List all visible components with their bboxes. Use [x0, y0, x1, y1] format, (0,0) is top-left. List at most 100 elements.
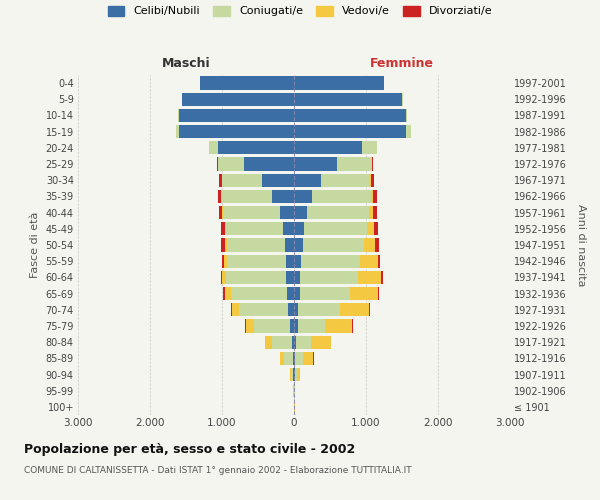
Bar [286, 254, 294, 268]
Bar [244, 158, 294, 170]
Bar [294, 141, 362, 154]
Bar [373, 206, 377, 220]
Bar [362, 141, 377, 154]
Bar [223, 287, 225, 300]
Bar [350, 287, 377, 300]
Bar [179, 125, 294, 138]
Bar [294, 238, 302, 252]
Bar [224, 254, 227, 268]
Bar [217, 158, 218, 170]
Bar [221, 254, 224, 268]
Bar [311, 336, 331, 349]
Bar [287, 287, 294, 300]
Bar [294, 352, 295, 365]
Bar [200, 76, 294, 90]
Bar [294, 368, 295, 381]
Bar [302, 352, 313, 365]
Bar [293, 352, 294, 365]
Bar [325, 320, 352, 332]
Text: Femmine: Femmine [370, 57, 434, 70]
Bar [369, 303, 370, 316]
Bar [272, 336, 292, 349]
Bar [284, 352, 293, 365]
Bar [304, 222, 367, 235]
Bar [296, 336, 311, 349]
Y-axis label: Fasce di età: Fasce di età [30, 212, 40, 278]
Bar [374, 222, 378, 235]
Bar [222, 174, 262, 187]
Text: Popolazione per età, sesso e stato civile - 2002: Popolazione per età, sesso e stato civil… [24, 442, 355, 456]
Bar [302, 238, 364, 252]
Bar [284, 238, 294, 252]
Bar [272, 190, 294, 203]
Text: COMUNE DI CALTANISSETTA - Dati ISTAT 1° gennaio 2002 - Elaborazione TUTTITALIA.I: COMUNE DI CALTANISSETTA - Dati ISTAT 1° … [24, 466, 412, 475]
Bar [381, 270, 383, 284]
Bar [230, 287, 287, 300]
Bar [223, 206, 280, 220]
Bar [227, 254, 286, 268]
Bar [297, 368, 300, 381]
Bar [221, 270, 223, 284]
Bar [178, 109, 179, 122]
Bar [225, 287, 230, 300]
Bar [301, 270, 358, 284]
Bar [220, 174, 221, 187]
Bar [376, 238, 379, 252]
Bar [292, 336, 294, 349]
Bar [364, 238, 376, 252]
Bar [265, 336, 272, 349]
Bar [239, 303, 288, 316]
Bar [369, 206, 373, 220]
Bar [370, 174, 371, 187]
Bar [291, 368, 293, 381]
Bar [219, 206, 223, 220]
Bar [222, 190, 272, 203]
Y-axis label: Anni di nascita: Anni di nascita [577, 204, 586, 286]
Bar [294, 320, 298, 332]
Bar [294, 76, 384, 90]
Bar [312, 190, 371, 203]
Bar [290, 368, 291, 381]
Bar [286, 270, 294, 284]
Bar [377, 287, 379, 300]
Bar [230, 303, 232, 316]
Bar [294, 125, 406, 138]
Bar [367, 222, 374, 235]
Bar [294, 336, 296, 349]
Bar [294, 190, 312, 203]
Bar [373, 190, 377, 203]
Bar [288, 303, 294, 316]
Bar [218, 141, 294, 154]
Bar [225, 222, 226, 235]
Bar [182, 92, 294, 106]
Bar [298, 320, 325, 332]
Bar [406, 109, 407, 122]
Bar [294, 92, 402, 106]
Bar [340, 303, 369, 316]
Bar [295, 352, 302, 365]
Bar [298, 303, 340, 316]
Bar [179, 109, 294, 122]
Bar [176, 125, 179, 138]
Bar [294, 222, 304, 235]
Bar [290, 320, 294, 332]
Bar [221, 222, 225, 235]
Bar [254, 320, 290, 332]
Bar [358, 270, 381, 284]
Bar [301, 254, 360, 268]
Text: Maschi: Maschi [161, 57, 211, 70]
Bar [221, 238, 225, 252]
Legend: Celibi/Nubili, Coniugati/e, Vedovi/e, Divorziati/e: Celibi/Nubili, Coniugati/e, Vedovi/e, Di… [108, 6, 492, 16]
Bar [371, 190, 373, 203]
Bar [209, 141, 218, 154]
Bar [221, 190, 222, 203]
Bar [360, 254, 377, 268]
Bar [337, 158, 372, 170]
Bar [223, 270, 226, 284]
Bar [300, 287, 350, 300]
Bar [294, 270, 301, 284]
Bar [294, 287, 300, 300]
Bar [294, 303, 298, 316]
Bar [226, 222, 283, 235]
Bar [294, 174, 322, 187]
